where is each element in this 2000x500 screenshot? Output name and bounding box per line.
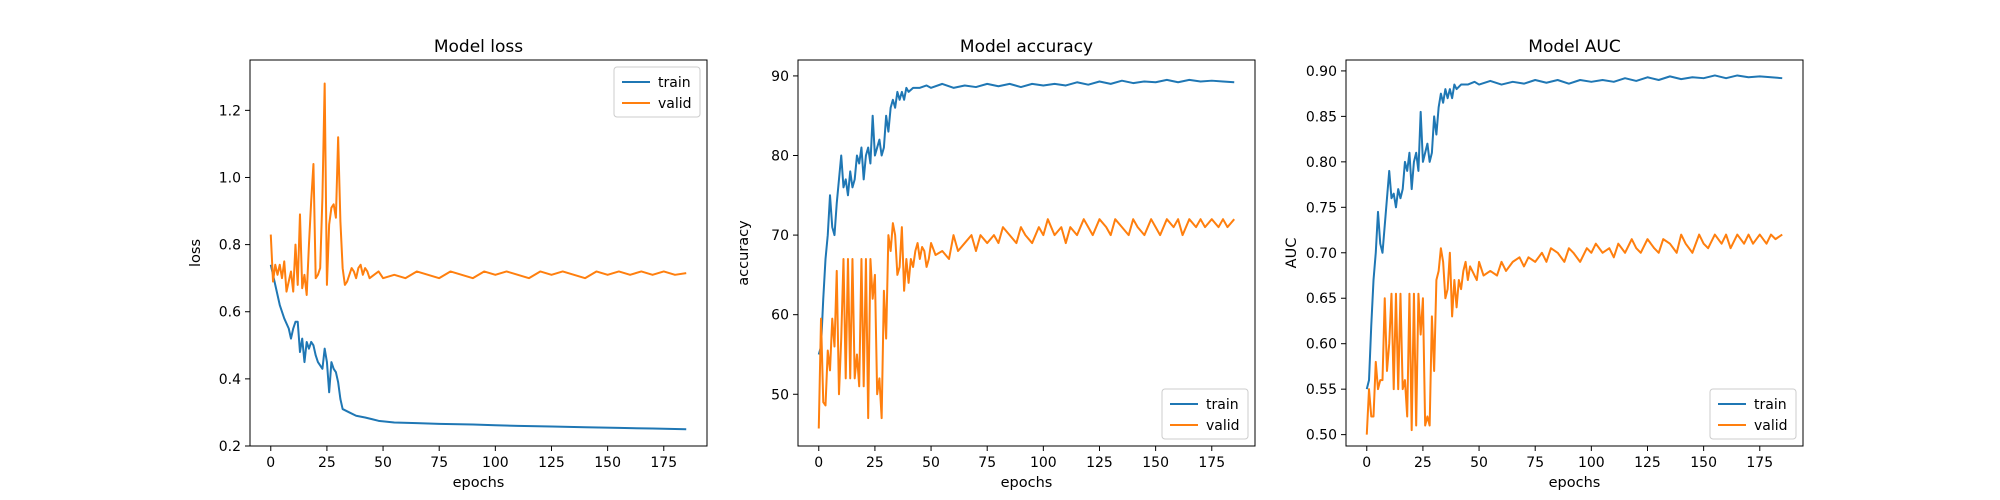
plot-frame: [249, 59, 708, 447]
y-tick-label: 70: [771, 228, 789, 244]
x-tick-label: 0: [814, 455, 823, 471]
series-line-valid: [269, 82, 687, 296]
x-tick-label: 125: [1634, 455, 1661, 471]
y-tick-label: 0.55: [1306, 382, 1337, 398]
chart-model-accuracy: 0 25 50 75 100 125 150 175 50 60 70 80 90 Model accur…: [736, 37, 1256, 491]
y-tick-label: 0.70: [1306, 246, 1337, 262]
y-tick-label: 0.60: [1306, 337, 1337, 353]
legend-label-train: train: [658, 75, 691, 91]
y-tick-label: 0.2: [219, 439, 241, 455]
legend: train valid: [1161, 388, 1249, 440]
legend: train valid: [613, 66, 701, 118]
y-tick-label: 0.75: [1306, 200, 1337, 216]
chart-model-loss: 0 25 50 75 100 125 150 175 0.2 0.4 0.6 0.8 1.0 1.2 Mod…: [188, 37, 708, 491]
y-tick-label: 0.90: [1306, 64, 1337, 80]
y-tick-label: 1.2: [219, 103, 241, 119]
x-axis-label: epochs: [1001, 475, 1053, 491]
legend: train valid: [1709, 388, 1797, 440]
chart-title: Model accuracy: [960, 37, 1093, 57]
x-tick-label: 0: [266, 455, 275, 471]
series-line-train: [817, 78, 1235, 355]
x-tick-label: 75: [978, 455, 996, 471]
y-tick-label: 1.0: [219, 170, 241, 186]
x-tick-label: 25: [866, 455, 884, 471]
x-tick-label: 150: [594, 455, 621, 471]
series-line-train: [269, 264, 687, 431]
x-tick-label: 75: [1526, 455, 1544, 471]
y-tick-label: 0.6: [219, 305, 241, 321]
y-tick-label: 0.85: [1306, 109, 1337, 125]
x-tick-label: 150: [1690, 455, 1717, 471]
x-tick-label: 175: [650, 455, 677, 471]
y-tick-label: 0.80: [1306, 155, 1337, 171]
x-tick-label: 75: [430, 455, 448, 471]
y-tick-label: 0.65: [1306, 291, 1337, 307]
y-axis-label: loss: [188, 239, 204, 267]
plot-frame: [797, 59, 1256, 447]
legend-box: [613, 66, 701, 118]
y-tick-label: 50: [771, 387, 789, 403]
y-tick-label: 0.4: [219, 372, 241, 388]
y-tick-label: 60: [771, 308, 789, 324]
x-tick-label: 100: [1578, 455, 1605, 471]
legend-label-train: train: [1754, 397, 1787, 413]
legend-box: [1709, 388, 1797, 440]
x-tick-label: 175: [1746, 455, 1773, 471]
y-tick-label: 90: [771, 69, 789, 85]
legend-label-valid: valid: [1206, 418, 1240, 434]
x-axis-label: epochs: [1549, 475, 1601, 491]
x-tick-label: 100: [1030, 455, 1057, 471]
x-tick-label: 25: [1414, 455, 1432, 471]
x-axis-label: epochs: [453, 475, 505, 491]
chart-title: Model AUC: [1528, 37, 1620, 57]
legend-box: [1161, 388, 1249, 440]
x-tick-label: 150: [1142, 455, 1169, 471]
legend-label-valid: valid: [1754, 418, 1788, 434]
series-line-valid: [817, 218, 1235, 429]
x-tick-label: 50: [1470, 455, 1488, 471]
legend-label-valid: valid: [658, 96, 692, 112]
x-tick-label: 50: [922, 455, 940, 471]
series-line-valid: [1365, 233, 1783, 435]
x-tick-label: 50: [374, 455, 392, 471]
series-line-train: [1365, 74, 1783, 390]
x-tick-label: 125: [538, 455, 565, 471]
chart-title: Model loss: [434, 37, 523, 57]
y-tick-label: 0.8: [219, 238, 241, 254]
y-tick-label: 80: [771, 149, 789, 165]
y-axis-label: AUC: [1284, 238, 1300, 269]
x-tick-label: 125: [1086, 455, 1113, 471]
x-tick-label: 100: [482, 455, 509, 471]
chart-model-auc: 0 25 50 75 100 125 150 175 0.50 0.55 0.60 0.65 0.70 0…: [1284, 37, 1804, 491]
legend-label-train: train: [1206, 397, 1239, 413]
x-tick-label: 25: [318, 455, 336, 471]
x-tick-label: 0: [1362, 455, 1371, 471]
y-axis-label: accuracy: [736, 220, 752, 286]
x-tick-label: 175: [1198, 455, 1225, 471]
y-tick-label: 0.50: [1306, 428, 1337, 444]
